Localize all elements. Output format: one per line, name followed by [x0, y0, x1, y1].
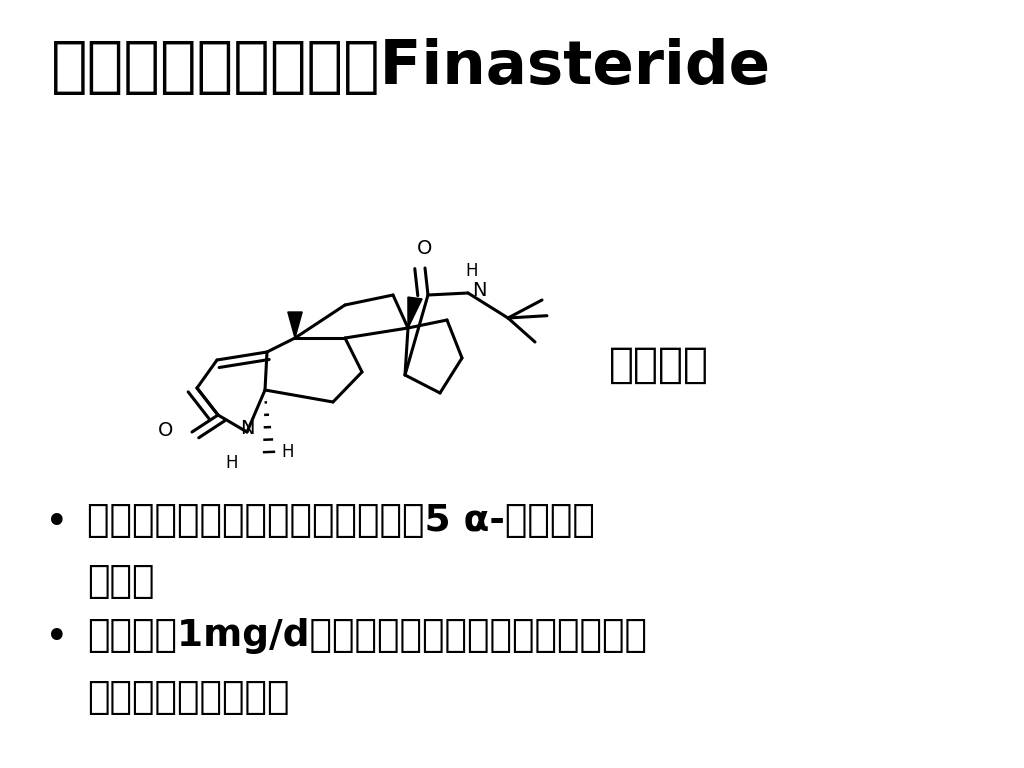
Text: N: N [472, 281, 486, 300]
Text: 第一个用于治疗良性前列腺增生的5 α-还原酶抑: 第一个用于治疗良性前列腺增生的5 α-还原酶抑 [87, 503, 595, 539]
Text: H: H [225, 454, 238, 472]
Text: 非那雄胺: 非那雄胺 [609, 344, 710, 386]
Text: H: H [466, 263, 478, 280]
Text: O: O [158, 421, 174, 440]
Text: 典型药物：非那雄胺Finasteride: 典型药物：非那雄胺Finasteride [51, 38, 771, 98]
Text: •: • [44, 618, 69, 658]
Text: •: • [44, 503, 69, 543]
Polygon shape [288, 312, 302, 338]
Text: 疗雄激素源性脱发。: 疗雄激素源性脱发。 [87, 680, 290, 716]
Text: H: H [282, 443, 294, 461]
Text: N: N [240, 419, 254, 438]
Text: 制剂。: 制剂。 [87, 564, 155, 601]
Polygon shape [408, 297, 422, 328]
Text: O: O [418, 239, 433, 258]
Text: 小剂量（1mg/d）能促进头发生长，临床上用于治: 小剂量（1mg/d）能促进头发生长，临床上用于治 [87, 618, 647, 654]
